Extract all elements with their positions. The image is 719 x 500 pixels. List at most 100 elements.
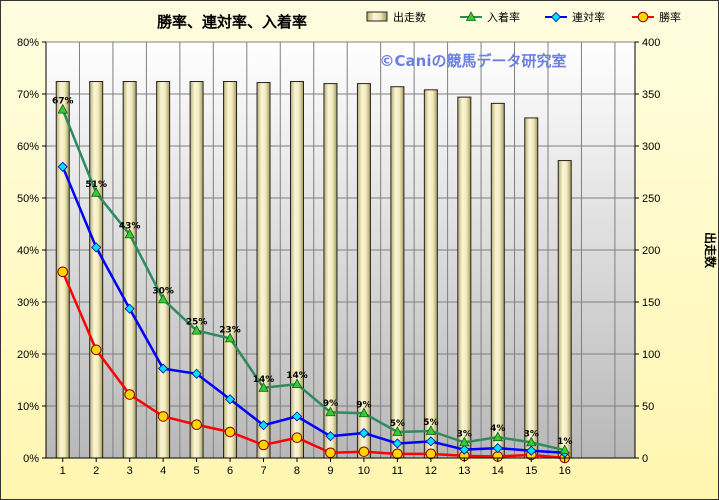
tick-label-y-right: 150 xyxy=(642,297,660,309)
data-label-entry-10: 9% xyxy=(356,400,371,410)
tick-label-x-9: 9 xyxy=(327,465,333,477)
data-label-entry-4: 30% xyxy=(152,286,174,296)
point-win-9 xyxy=(325,447,336,459)
point-quinella-8 xyxy=(291,411,303,422)
tick-label-x-8: 8 xyxy=(294,465,300,477)
tick-label-x-7: 7 xyxy=(260,465,266,477)
point-entry-16 xyxy=(559,444,570,455)
point-quinella-3 xyxy=(124,303,135,314)
bar-starts-8 xyxy=(289,81,304,459)
line-quinella xyxy=(61,166,565,455)
y2-axis-label: 出走数 xyxy=(703,232,718,269)
data-label-entry-1: 67% xyxy=(52,97,74,107)
legend-label-entry: 入着率 xyxy=(487,10,520,24)
data-label-entry-2: 51% xyxy=(85,180,107,190)
point-win-11 xyxy=(392,448,403,460)
tick-label-y-left: 30% xyxy=(17,297,39,309)
point-win-1 xyxy=(57,266,69,278)
point-win-8 xyxy=(291,432,303,444)
point-quinella-12 xyxy=(425,436,436,447)
point-entry-10 xyxy=(358,407,370,418)
data-label-entry-12: 5% xyxy=(423,418,438,428)
point-entry-12 xyxy=(425,425,437,435)
point-entry-1 xyxy=(57,103,68,114)
tick-label-y-right: 250 xyxy=(642,193,660,205)
tick-label-x-10: 10 xyxy=(358,465,370,477)
data-label-entry-8: 14% xyxy=(286,371,308,381)
point-entry-2 xyxy=(91,186,102,197)
tick-label-x-2: 2 xyxy=(93,465,99,477)
bar-starts-11 xyxy=(390,86,405,459)
data-label-entry-13: 3% xyxy=(457,429,472,439)
bar-starts-5 xyxy=(189,81,204,459)
point-quinella-7 xyxy=(258,420,269,431)
point-win-6 xyxy=(224,426,236,438)
point-quinella-1 xyxy=(57,161,68,172)
data-label-entry-5: 25% xyxy=(186,318,208,328)
line-entry xyxy=(61,109,566,452)
legend-label-quinella: 連対率 xyxy=(572,10,605,24)
point-entry-13 xyxy=(459,436,470,447)
tick-label-y-right: 200 xyxy=(642,245,660,257)
tick-label-x-6: 6 xyxy=(227,465,233,477)
line-win xyxy=(61,271,565,460)
bar-starts-15 xyxy=(524,117,539,459)
data-label-entry-11: 5% xyxy=(390,419,405,429)
data-label-entry-9: 9% xyxy=(323,399,338,409)
point-quinella-15 xyxy=(526,445,537,456)
tick-label-y-right: 100 xyxy=(642,349,660,361)
legend: 出走数 入着率 連対率 勝率 xyxy=(366,10,681,24)
tick-label-x-1: 1 xyxy=(60,465,66,477)
legend-marker-entry xyxy=(465,11,477,21)
legend-label-win: 勝率 xyxy=(659,10,681,24)
tick-label-y-left: 10% xyxy=(17,401,39,413)
point-entry-9 xyxy=(325,406,336,417)
point-quinella-13 xyxy=(459,444,470,455)
point-entry-8 xyxy=(291,378,303,389)
data-label-entry-16: 1% xyxy=(557,437,572,447)
tick-label-y-left: 80% xyxy=(17,37,39,49)
data-label-entry-3: 43% xyxy=(119,221,141,231)
point-win-4 xyxy=(157,411,169,422)
point-quinella-2 xyxy=(91,242,102,253)
chart-title: 勝率、連対率、入着率 xyxy=(157,13,307,31)
bar-starts-3 xyxy=(122,81,137,459)
bar-starts-4 xyxy=(156,81,171,459)
axes: 0%10%20%30%40%50%60%70%80%05010015020025… xyxy=(17,37,660,477)
point-quinella-10 xyxy=(358,427,369,439)
data-label-entry-14: 4% xyxy=(490,424,505,434)
y2-axis-label-group: 出走数 xyxy=(703,232,718,269)
tick-label-x-16: 16 xyxy=(559,465,571,477)
tick-label-y-right: 0 xyxy=(642,453,648,465)
point-quinella-4 xyxy=(158,363,169,374)
tick-label-x-11: 11 xyxy=(392,465,403,477)
legend-marker-quinella xyxy=(550,11,562,23)
bar-starts-13 xyxy=(457,96,472,459)
point-quinella-11 xyxy=(392,438,403,449)
data-label-entry-7: 14% xyxy=(253,375,275,385)
data-labels: 67% 51% 43% 30% 25% 23% 14% 14% 9% 9% 5% 5% 3% 4% 3% 1% xyxy=(52,97,572,448)
point-win-7 xyxy=(258,439,269,451)
point-quinella-6 xyxy=(224,394,236,405)
tick-label-y-left: 70% xyxy=(17,89,39,101)
point-entry-3 xyxy=(124,228,135,239)
point-entry-15 xyxy=(526,436,537,447)
bar-starts-7 xyxy=(256,82,271,459)
point-quinella-9 xyxy=(325,431,336,442)
tick-label-y-left: 60% xyxy=(17,141,39,153)
point-entry-14 xyxy=(492,431,503,442)
point-win-12 xyxy=(425,448,437,460)
bar-starts-12 xyxy=(423,89,438,459)
point-win-10 xyxy=(358,446,370,458)
tick-label-y-left: 20% xyxy=(17,349,39,361)
line-series xyxy=(57,103,571,464)
point-win-3 xyxy=(124,389,135,400)
tick-label-x-4: 4 xyxy=(160,465,166,477)
point-entry-7 xyxy=(258,381,269,392)
legend-label-starts: 出走数 xyxy=(393,10,426,24)
point-quinella-5 xyxy=(191,368,202,379)
point-win-2 xyxy=(90,344,102,356)
tick-label-x-5: 5 xyxy=(194,465,200,477)
tick-label-x-13: 13 xyxy=(458,465,470,477)
